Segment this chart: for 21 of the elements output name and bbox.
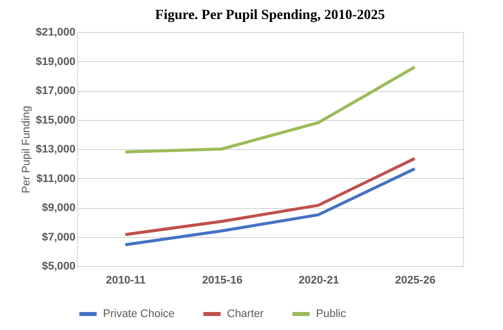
legend-label: Charter <box>227 308 264 320</box>
y-tick-label: $5,000 <box>42 260 76 272</box>
chart-title: Figure. Per Pupil Spending, 2010-2025 <box>155 8 385 23</box>
y-tick-label: $11,000 <box>36 172 76 185</box>
x-tick-label: 2010-11 <box>106 274 146 286</box>
y-tick-label: $19,000 <box>36 56 76 68</box>
x-tick-label: 2015-16 <box>202 274 242 286</box>
legend-label: Private Choice <box>103 308 175 320</box>
y-tick-label: $21,000 <box>36 26 76 38</box>
line-series <box>124 66 416 154</box>
y-tick-label: $17,000 <box>36 85 76 97</box>
legend-label: Public <box>316 308 346 320</box>
y-tick-label: $15,000 <box>36 114 76 126</box>
y-axis-title: Per Pupil Funding <box>20 106 33 194</box>
y-tick-label: $13,000 <box>36 144 76 156</box>
y-tick-label: $9,000 <box>42 202 76 214</box>
x-tick-label: 2025-26 <box>395 274 436 286</box>
x-tick-label: 2020-21 <box>298 274 339 286</box>
y-tick-label: $7,000 <box>42 231 76 244</box>
line-series <box>124 157 416 236</box>
line-series <box>124 167 416 246</box>
